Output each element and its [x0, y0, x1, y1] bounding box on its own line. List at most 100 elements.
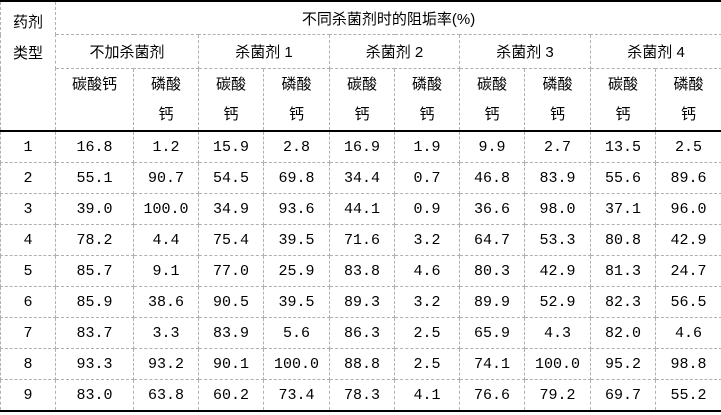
data-cell: 13.5	[590, 130, 656, 163]
data-cell: 39.0	[55, 193, 134, 225]
data-cell: 55.1	[55, 162, 134, 194]
table-row: 1 16.8 1.2 15.9 2.8 16.9 1.9 9.9 2.7 13.5 2.5	[0, 130, 721, 163]
data-cell: 83.9	[524, 162, 591, 194]
data-cell: 83.8	[329, 255, 395, 287]
data-cell: 2.5	[394, 348, 460, 380]
data-cell: 5.6	[263, 317, 330, 349]
table-row: 7 83.7 3.3 83.9 5.6 86.3 2.5 65.9 4.3 82.0 4.6	[0, 317, 721, 349]
table-row: 9 83.0 63.8 60.2 73.4 78.3 4.1 76.6 79.2 69.7 55.2	[0, 379, 721, 412]
data-cell: 98.0	[524, 193, 591, 225]
data-cell: 100.0	[263, 348, 330, 380]
data-cell: 3.2	[394, 224, 460, 256]
data-cell: 39.5	[263, 224, 330, 256]
sub-header-caco3: 碳酸 钙	[198, 68, 264, 132]
group-header-biocide-4: 杀菌剂 4	[589, 34, 721, 69]
data-cell: 4.1	[394, 379, 460, 412]
sub-header-caco3: 碳酸 钙	[459, 68, 525, 132]
data-cell: 4.3	[524, 317, 591, 349]
data-cell: 4.6	[654, 317, 721, 349]
row-label: 7	[0, 317, 56, 349]
data-cell: 80.3	[459, 255, 525, 287]
data-cell: 78.2	[55, 224, 134, 256]
data-cell: 54.5	[198, 162, 264, 194]
row-label: 8	[0, 348, 56, 380]
data-cell: 100.0	[133, 193, 199, 225]
data-cell: 65.9	[459, 317, 525, 349]
data-cell: 69.8	[263, 162, 330, 194]
data-cell: 55.6	[590, 162, 656, 194]
sub-header-caco3: 碳酸 钙	[329, 68, 395, 132]
sub-header-caco3: 碳酸钙	[55, 68, 134, 132]
data-cell: 39.5	[263, 286, 330, 318]
table-row: 5 85.7 9.1 77.0 25.9 83.8 4.6 80.3 42.9 81.3 24.7	[0, 255, 721, 287]
data-cell: 4.4	[133, 224, 199, 256]
data-cell: 86.3	[329, 317, 395, 349]
data-cell: 16.9	[329, 130, 395, 163]
row-label: 6	[0, 286, 56, 318]
table-title: 不同杀菌剂时的阻垢率(%)	[54, 0, 721, 35]
data-cell: 44.1	[329, 193, 395, 225]
sub-header-row: 碳酸钙 磷酸 钙 碳酸 钙 磷酸 钙 碳酸 钙 磷酸 钙 碳酸 钙 磷酸 钙 碳…	[1, 68, 721, 132]
data-cell: 89.9	[459, 286, 525, 318]
data-cell: 93.6	[263, 193, 330, 225]
data-cell: 63.8	[133, 379, 199, 412]
group-header-biocide-1: 杀菌剂 1	[198, 34, 330, 69]
data-cell: 76.6	[459, 379, 525, 412]
title-row: 药剂 类型 不同杀菌剂时的阻垢率(%)	[0, 0, 721, 132]
data-cell: 74.1	[459, 348, 525, 380]
data-cell: 83.7	[55, 317, 134, 349]
sub-header-ca3po42: 磷酸 钙	[524, 68, 591, 132]
data-cell: 79.2	[524, 379, 591, 412]
data-cell: 82.3	[590, 286, 656, 318]
data-cell: 90.7	[133, 162, 199, 194]
table-row: 4 78.2 4.4 75.4 39.5 71.6 3.2 64.7 53.3 80.8 42.9	[0, 224, 721, 256]
data-cell: 2.8	[263, 130, 330, 163]
sub-header-ca3po42: 磷酸 钙	[394, 68, 460, 132]
data-cell: 0.7	[394, 162, 460, 194]
table-row: 3 39.0 100.0 34.9 93.6 44.1 0.9 36.6 98.0 37.1 96.…	[0, 193, 721, 225]
data-cell: 52.9	[524, 286, 591, 318]
data-cell: 96.0	[654, 193, 721, 225]
sub-header-ca3po42: 磷酸 钙	[263, 68, 330, 132]
data-cell: 42.9	[524, 255, 591, 287]
row-label: 5	[0, 255, 56, 287]
data-cell: 9.1	[133, 255, 199, 287]
data-cell: 93.3	[55, 348, 134, 380]
sub-header-ca3po42: 磷酸 钙	[654, 68, 721, 132]
data-cell: 93.2	[133, 348, 199, 380]
sub-header-caco3: 碳酸 钙	[590, 68, 656, 132]
data-cell: 2.7	[524, 130, 591, 163]
data-cell: 85.9	[55, 286, 134, 318]
data-cell: 64.7	[459, 224, 525, 256]
table-header: 药剂 类型 不同杀菌剂时的阻垢率(%) 不加杀菌剂 杀菌剂 1 杀菌剂 2 杀菌…	[0, 0, 721, 132]
data-cell: 3.2	[394, 286, 460, 318]
data-cell: 53.3	[524, 224, 591, 256]
data-cell: 34.4	[329, 162, 395, 194]
data-cell: 36.6	[459, 193, 525, 225]
data-cell: 16.8	[55, 130, 134, 163]
table-body: 1 16.8 1.2 15.9 2.8 16.9 1.9 9.9 2.7 13.5 2.5 2 55.1…	[0, 130, 721, 412]
data-cell: 95.2	[590, 348, 656, 380]
group-header-row: 不加杀菌剂 杀菌剂 1 杀菌剂 2 杀菌剂 3 杀菌剂 4	[1, 34, 721, 69]
data-cell: 90.1	[198, 348, 264, 380]
data-cell: 55.2	[654, 379, 721, 412]
data-cell: 88.8	[329, 348, 395, 380]
row-label: 1	[0, 130, 56, 163]
group-header-biocide-2: 杀菌剂 2	[329, 34, 460, 69]
data-cell: 3.3	[133, 317, 199, 349]
data-cell: 60.2	[198, 379, 264, 412]
data-cell: 82.0	[590, 317, 656, 349]
data-cell: 71.6	[329, 224, 395, 256]
data-cell: 4.6	[394, 255, 460, 287]
data-cell: 73.4	[263, 379, 330, 412]
row-label: 9	[0, 379, 56, 412]
row-label: 3	[0, 193, 56, 225]
data-cell: 83.0	[55, 379, 134, 412]
table-row: 8 93.3 93.2 90.1 100.0 88.8 2.5 74.1 100.0 95.2 98…	[0, 348, 721, 380]
data-cell: 2.5	[654, 130, 721, 163]
row-label: 4	[0, 224, 56, 256]
data-cell: 0.9	[394, 193, 460, 225]
data-cell: 9.9	[459, 130, 525, 163]
